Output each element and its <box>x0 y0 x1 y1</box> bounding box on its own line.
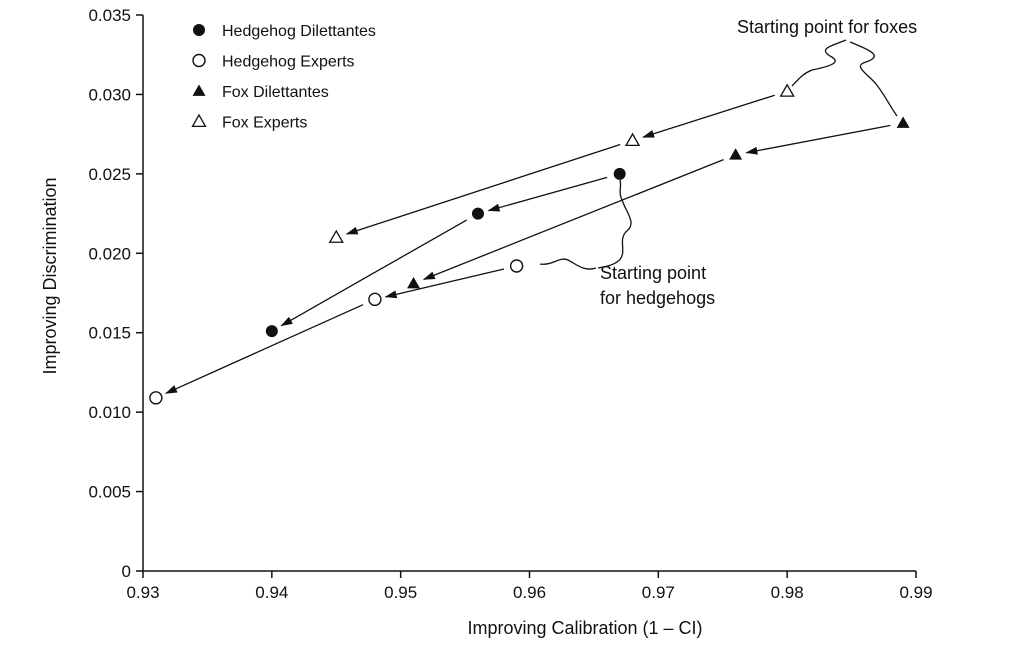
point-fox-dilettantes <box>896 116 910 128</box>
annotation-foxes-leader-to-start <box>849 41 898 117</box>
legend-label-fox-dilettantes: Fox Dilettantes <box>222 84 329 101</box>
point-fox-experts <box>779 83 795 97</box>
x-axis-title: Improving Calibration (1 – CI) <box>467 618 702 638</box>
legend-marker-fox-dilettantes <box>192 84 206 96</box>
point-fox-experts <box>624 132 641 147</box>
legend: Hedgehog Dilettantes Hedgehog Experts Fox … <box>191 23 376 132</box>
point-hedgehog-experts <box>149 391 163 405</box>
point-fox-experts <box>328 229 344 243</box>
x-tick-label: 0.93 <box>126 583 159 602</box>
point-hedgehog-dilettantes <box>265 325 278 338</box>
annotation-foxes: Starting point for foxes <box>737 17 917 37</box>
point-hedgehog-dilettantes <box>613 167 626 180</box>
y-tick-label: 0.035 <box>88 6 131 25</box>
y-tick-label: 0.025 <box>88 165 131 184</box>
arrow-fox-experts <box>345 143 621 235</box>
arrow-fox-experts <box>642 94 775 138</box>
arrow-hedgehog-dilettantes <box>487 176 608 212</box>
legend-marker-hedgehog-dilettantes <box>193 24 205 36</box>
y-tick-label: 0.010 <box>88 403 131 422</box>
trajectory-arrows <box>165 94 891 394</box>
y-tick-label: 0.005 <box>88 483 131 502</box>
point-hedgehog-dilettantes <box>471 207 484 220</box>
annotation-hedgehogs-line1: Starting point <box>600 263 706 283</box>
point-fox-dilettantes <box>407 276 421 289</box>
legend-label-hedgehog-experts: Hedgehog Experts <box>222 54 355 71</box>
point-hedgehog-experts <box>509 259 524 273</box>
x-tick-label: 0.95 <box>384 583 417 602</box>
arrow-hedgehog-experts <box>384 268 505 299</box>
y-ticks: 0 0.005 0.010 0.015 0.020 0.025 0.030 0.035 <box>88 6 143 581</box>
y-tick-label: 0.030 <box>88 85 131 104</box>
x-tick-label: 0.99 <box>899 583 932 602</box>
y-tick-label: 0.015 <box>88 324 131 343</box>
arrow-hedgehog-dilettantes <box>280 219 467 327</box>
point-fox-dilettantes <box>729 148 743 160</box>
x-tick-label: 0.94 <box>255 583 288 602</box>
y-axis-title: Improving Discrimination <box>40 177 60 374</box>
y-tick-label: 0 <box>122 562 131 581</box>
legend-marker-fox-experts <box>191 113 207 128</box>
arrow-hedgehog-experts <box>165 304 364 394</box>
annotations: Starting point for foxes Starting point … <box>539 17 917 308</box>
legend-label-fox-experts: Fox Experts <box>222 115 307 132</box>
annotation-hedgehogs-leader-to-filled <box>597 179 632 269</box>
legend-marker-hedgehog-experts <box>192 53 206 68</box>
x-tick-label: 0.98 <box>771 583 804 602</box>
x-tick-label: 0.97 <box>642 583 675 602</box>
arrow-fox-dilettantes <box>422 159 724 280</box>
y-tick-label: 0.020 <box>88 244 131 263</box>
annotation-foxes-leader-to-triangle <box>791 39 847 87</box>
annotation-hedgehogs-leader-to-open <box>539 258 597 270</box>
point-hedgehog-experts <box>368 292 382 307</box>
data-points <box>149 83 910 405</box>
x-tick-label: 0.96 <box>513 583 546 602</box>
annotation-hedgehogs-line2: for hedgehogs <box>600 288 715 308</box>
legend-label-hedgehog-dilettantes: Hedgehog Dilettantes <box>222 23 376 40</box>
arrow-fox-dilettantes <box>745 124 891 155</box>
x-ticks: 0.93 0.94 0.95 0.96 0.97 0.98 0.99 <box>126 571 933 602</box>
